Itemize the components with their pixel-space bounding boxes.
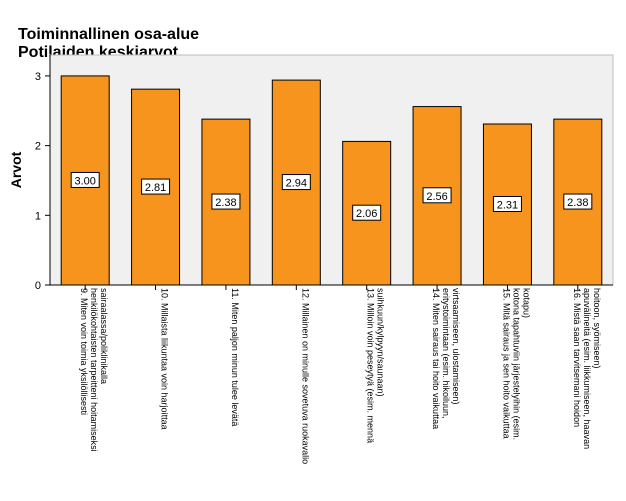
category-label-line: 10. Millaista liikuntaa voin harjoittaa [160, 288, 170, 430]
category-label: 13. Milloin voin peseytyä (esim. mennäsu… [366, 288, 386, 443]
y-tick-label: 1 [35, 210, 41, 222]
category-label: 11. Miten paljon minun tulee levätä [230, 288, 240, 426]
category-label: 9. Miten voin toimia yksilöllisestihenki… [79, 288, 109, 452]
data-label: 2.06 [356, 208, 377, 220]
y-tick-label: 3 [35, 71, 41, 83]
category-label: 15. Mitä sairaus ja sen hoito vaikuttaak… [501, 288, 531, 440]
chart-title-line-1: Toiminnallinen osa-alue [18, 26, 200, 43]
category-label: 10. Millaista liikuntaa voin harjoittaa [160, 288, 170, 430]
data-label: 3.00 [74, 175, 95, 187]
data-label: 2.38 [215, 197, 236, 209]
y-axis-title: Arvot [8, 151, 24, 188]
y-tick-label: 0 [35, 280, 41, 292]
y-tick-label: 2 [35, 141, 41, 153]
data-label-box [281, 174, 311, 191]
category-label-line: kotona tapahtuviin järjestelyihin (esim. [511, 288, 521, 440]
data-label: 2.81 [145, 182, 166, 194]
category-label-line: virtsaamiseen, ulostamiseen) [451, 288, 461, 405]
data-label-box [563, 193, 593, 210]
category-label: 14. Miten sairaus tai hoito vaikuttaaeri… [431, 288, 461, 429]
data-label-box [70, 171, 100, 188]
category-label-line: eritystoimintaan (esim. hikoiluun, [441, 288, 451, 419]
data-label-box [211, 193, 241, 210]
data-label-box [352, 204, 382, 221]
category-label: 16. Mistä saan tarvitsemani hoidonapuväl… [572, 288, 602, 449]
category-label-line: suihkuun/kylpyyn/saunaan) [376, 288, 386, 397]
bar [201, 118, 251, 286]
category-label-line: 13. Milloin voin peseytyä (esim. mennä [366, 288, 376, 443]
data-label: 2.38 [567, 197, 588, 209]
category-label-line: hoitoon, syömiseen) [592, 288, 602, 369]
category-label-line: 9. Miten voin toimia yksilöllisesti [79, 288, 89, 415]
data-label: 2.31 [497, 200, 518, 212]
data-label-box [422, 187, 452, 204]
category-label-line: kotapu) [521, 288, 531, 318]
category-label-line: 16. Mistä saan tarvitsemani hoidon [572, 288, 582, 427]
category-label-line: henkilökohtaisten tarpeitteni hoitamisek… [89, 288, 99, 452]
category-label-line: 11. Miten paljon minun tulee levätä [230, 288, 240, 426]
category-label-line: 12. Millainen on minulle sovetuva ruokav… [300, 288, 310, 464]
category-label-line: apuvälineitä (esim. liikkumiseen, haavan [582, 288, 592, 449]
data-label: 2.94 [286, 178, 307, 190]
category-label-line: sairaalassa/poliklinikalla [99, 288, 109, 384]
category-label-line: 14. Miten sairaus tai hoito vaikuttaa [431, 288, 441, 429]
data-label-box [141, 178, 171, 195]
category-label: 12. Millainen on minulle sovetuva ruokav… [300, 288, 310, 464]
data-label: 2.56 [426, 191, 447, 203]
data-label-box [492, 196, 522, 212]
category-label-line: 15. Mitä sairaus ja sen hoito vaikuttaa [501, 288, 511, 439]
